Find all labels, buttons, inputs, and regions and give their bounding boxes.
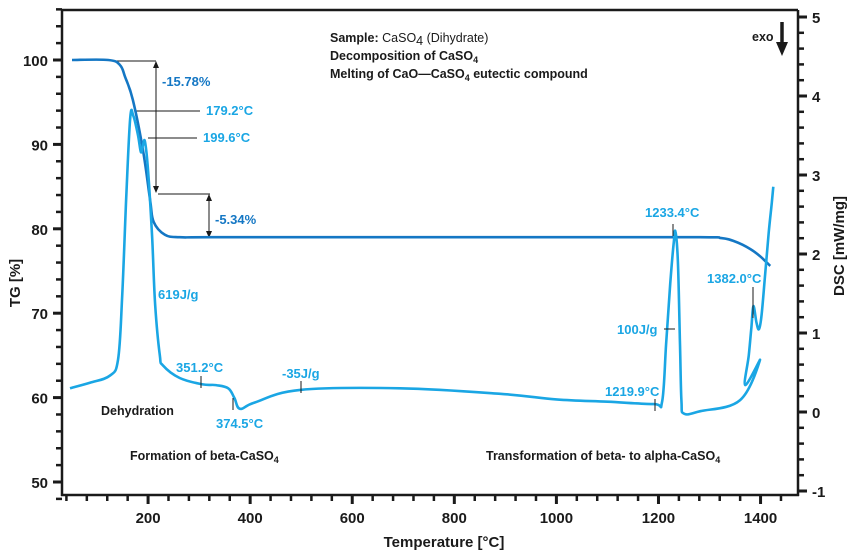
exo-label: exo xyxy=(752,30,774,44)
x-tick-label: 1200 xyxy=(642,510,675,527)
y-right-tick-label: -1 xyxy=(812,484,825,501)
enthalpy3-label: 100J/g xyxy=(617,322,658,337)
melting-suffix: eutectic compound xyxy=(470,67,588,81)
sample-value-subscript: 4 xyxy=(416,34,423,48)
sample-line: Sample: CaSO4 (Dihydrate) xyxy=(330,31,488,48)
peak3-label: 374.5°C xyxy=(216,416,264,431)
decomposition-subscript: 4 xyxy=(473,55,478,65)
peak1-label: 179.2°C xyxy=(206,103,254,118)
tg-step2-arrow-up xyxy=(206,194,212,201)
peak4-label: 1233.4°C xyxy=(645,205,700,220)
x-tick-label: 600 xyxy=(340,510,365,527)
decomposition-line: Decomposition of CaSO4 xyxy=(330,49,478,65)
y-right-tick-label: 2 xyxy=(812,247,820,264)
tg-step1-label: -15.78% xyxy=(162,74,211,89)
enthalpy1-label: 619J/g xyxy=(158,287,199,302)
tg-step2-label: -5.34% xyxy=(215,212,257,227)
y-left-axis-ticks: 100 90 80 70 60 50 xyxy=(23,8,62,501)
formation-label: Formation of beta-CaSO4 xyxy=(130,449,279,465)
x-tick-label: 1000 xyxy=(540,510,573,527)
y-right-tick-label: 4 xyxy=(812,89,821,106)
formation-subscript: 4 xyxy=(274,455,279,465)
melting-line: Melting of CaO—CaSO4 eutectic compound xyxy=(330,67,588,83)
tg-step-markers xyxy=(110,60,212,238)
y-left-tick-label: 90 xyxy=(31,137,48,154)
y-right-tick-label: 3 xyxy=(812,168,820,185)
onset2-label: 351.2°C xyxy=(176,360,224,375)
melting-text: Melting of CaO—CaSO xyxy=(330,67,465,81)
dsc-markers xyxy=(200,224,754,411)
tg-step2-arrow-down xyxy=(206,231,212,238)
y-right-tick-label: 0 xyxy=(812,405,820,422)
sample-value: CaSO xyxy=(382,31,416,45)
transformation-subscript: 4 xyxy=(715,455,720,465)
x-axis-title: Temperature [°C] xyxy=(384,534,505,551)
transformation-text: Transformation of beta- to alpha-CaSO xyxy=(486,449,715,463)
x-tick-label: 1400 xyxy=(744,510,777,527)
y-left-tick-label: 80 xyxy=(31,222,48,239)
melting-subscript: 4 xyxy=(465,73,470,83)
y-right-axis-title: DSC [mW/mg] xyxy=(831,196,848,296)
sample-label: Sample: xyxy=(330,31,379,45)
x-tick-label: 800 xyxy=(442,510,467,527)
onset3-label: 1219.9°C xyxy=(605,384,660,399)
y-right-tick-label: 1 xyxy=(812,326,820,343)
y-left-axis-title: TG [%] xyxy=(7,259,24,307)
tg-step1-arrow-up xyxy=(153,61,159,68)
enthalpy2-label: -35J/g xyxy=(282,366,320,381)
exo-arrow-icon xyxy=(776,22,788,56)
tg-series-line xyxy=(71,58,772,267)
y-left-tick-label: 50 xyxy=(31,475,48,492)
y-left-tick-label: 70 xyxy=(31,306,48,323)
x-axis-ticks: 200 400 600 800 1000 1200 1400 xyxy=(65,495,783,527)
x-tick-label: 400 xyxy=(238,510,263,527)
y-right-axis-ticks: 5 4 3 2 1 0 -1 xyxy=(798,10,825,501)
decomposition-text: Decomposition of CaSO xyxy=(330,49,473,63)
y-left-tick-label: 100 xyxy=(23,53,48,70)
sample-value-suffix: (Dihydrate) xyxy=(423,31,488,45)
y-left-tick-label: 60 xyxy=(31,391,48,408)
transformation-label: Transformation of beta- to alpha-CaSO4 xyxy=(486,449,720,465)
x-tick-label: 200 xyxy=(136,510,161,527)
peak5-label: 1382.0°C xyxy=(707,271,762,286)
y-right-tick-label: 5 xyxy=(812,10,820,27)
peak2-label: 199.6°C xyxy=(203,130,251,145)
dsc-series-line xyxy=(69,108,775,416)
tg-step1-arrow-down xyxy=(153,186,159,193)
formation-text: Formation of beta-CaSO xyxy=(130,449,274,463)
dehydration-label: Dehydration xyxy=(101,404,174,418)
